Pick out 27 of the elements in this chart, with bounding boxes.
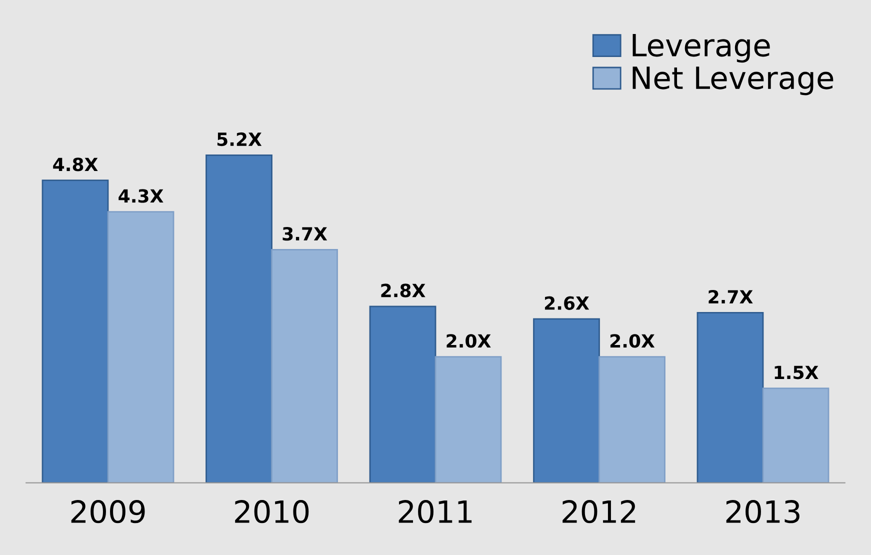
bar [206, 154, 272, 483]
data-label: 1.5X [774, 366, 818, 380]
bar [434, 356, 502, 483]
data-label: 2.0X [446, 334, 491, 348]
data-label: 2.8X [381, 284, 426, 298]
data-label: 4.8X [53, 158, 98, 172]
bar [762, 388, 830, 483]
legend-label: Net Leverage [632, 66, 834, 96]
bar [533, 318, 600, 483]
legend-label: Leverage [632, 34, 770, 63]
data-label: 2.6X [544, 296, 590, 310]
x-tick-label: 2011 [398, 500, 472, 524]
bar [42, 180, 109, 483]
x-tick-label: 2013 [726, 500, 800, 524]
data-label: 5.2X [217, 132, 262, 146]
bar [598, 356, 666, 483]
data-label: 4.3X [118, 189, 164, 203]
bar [369, 306, 436, 483]
data-label: 3.7X [282, 226, 328, 241]
x-tick-label: 2009 [71, 500, 145, 524]
x-tick-label: 2010 [235, 500, 309, 524]
bar [696, 312, 764, 483]
bar [271, 248, 338, 483]
bar [107, 211, 174, 483]
data-label: 2.0X [610, 334, 655, 348]
x-tick-label: 2012 [562, 500, 636, 524]
data-label: 2.7X [708, 290, 753, 304]
